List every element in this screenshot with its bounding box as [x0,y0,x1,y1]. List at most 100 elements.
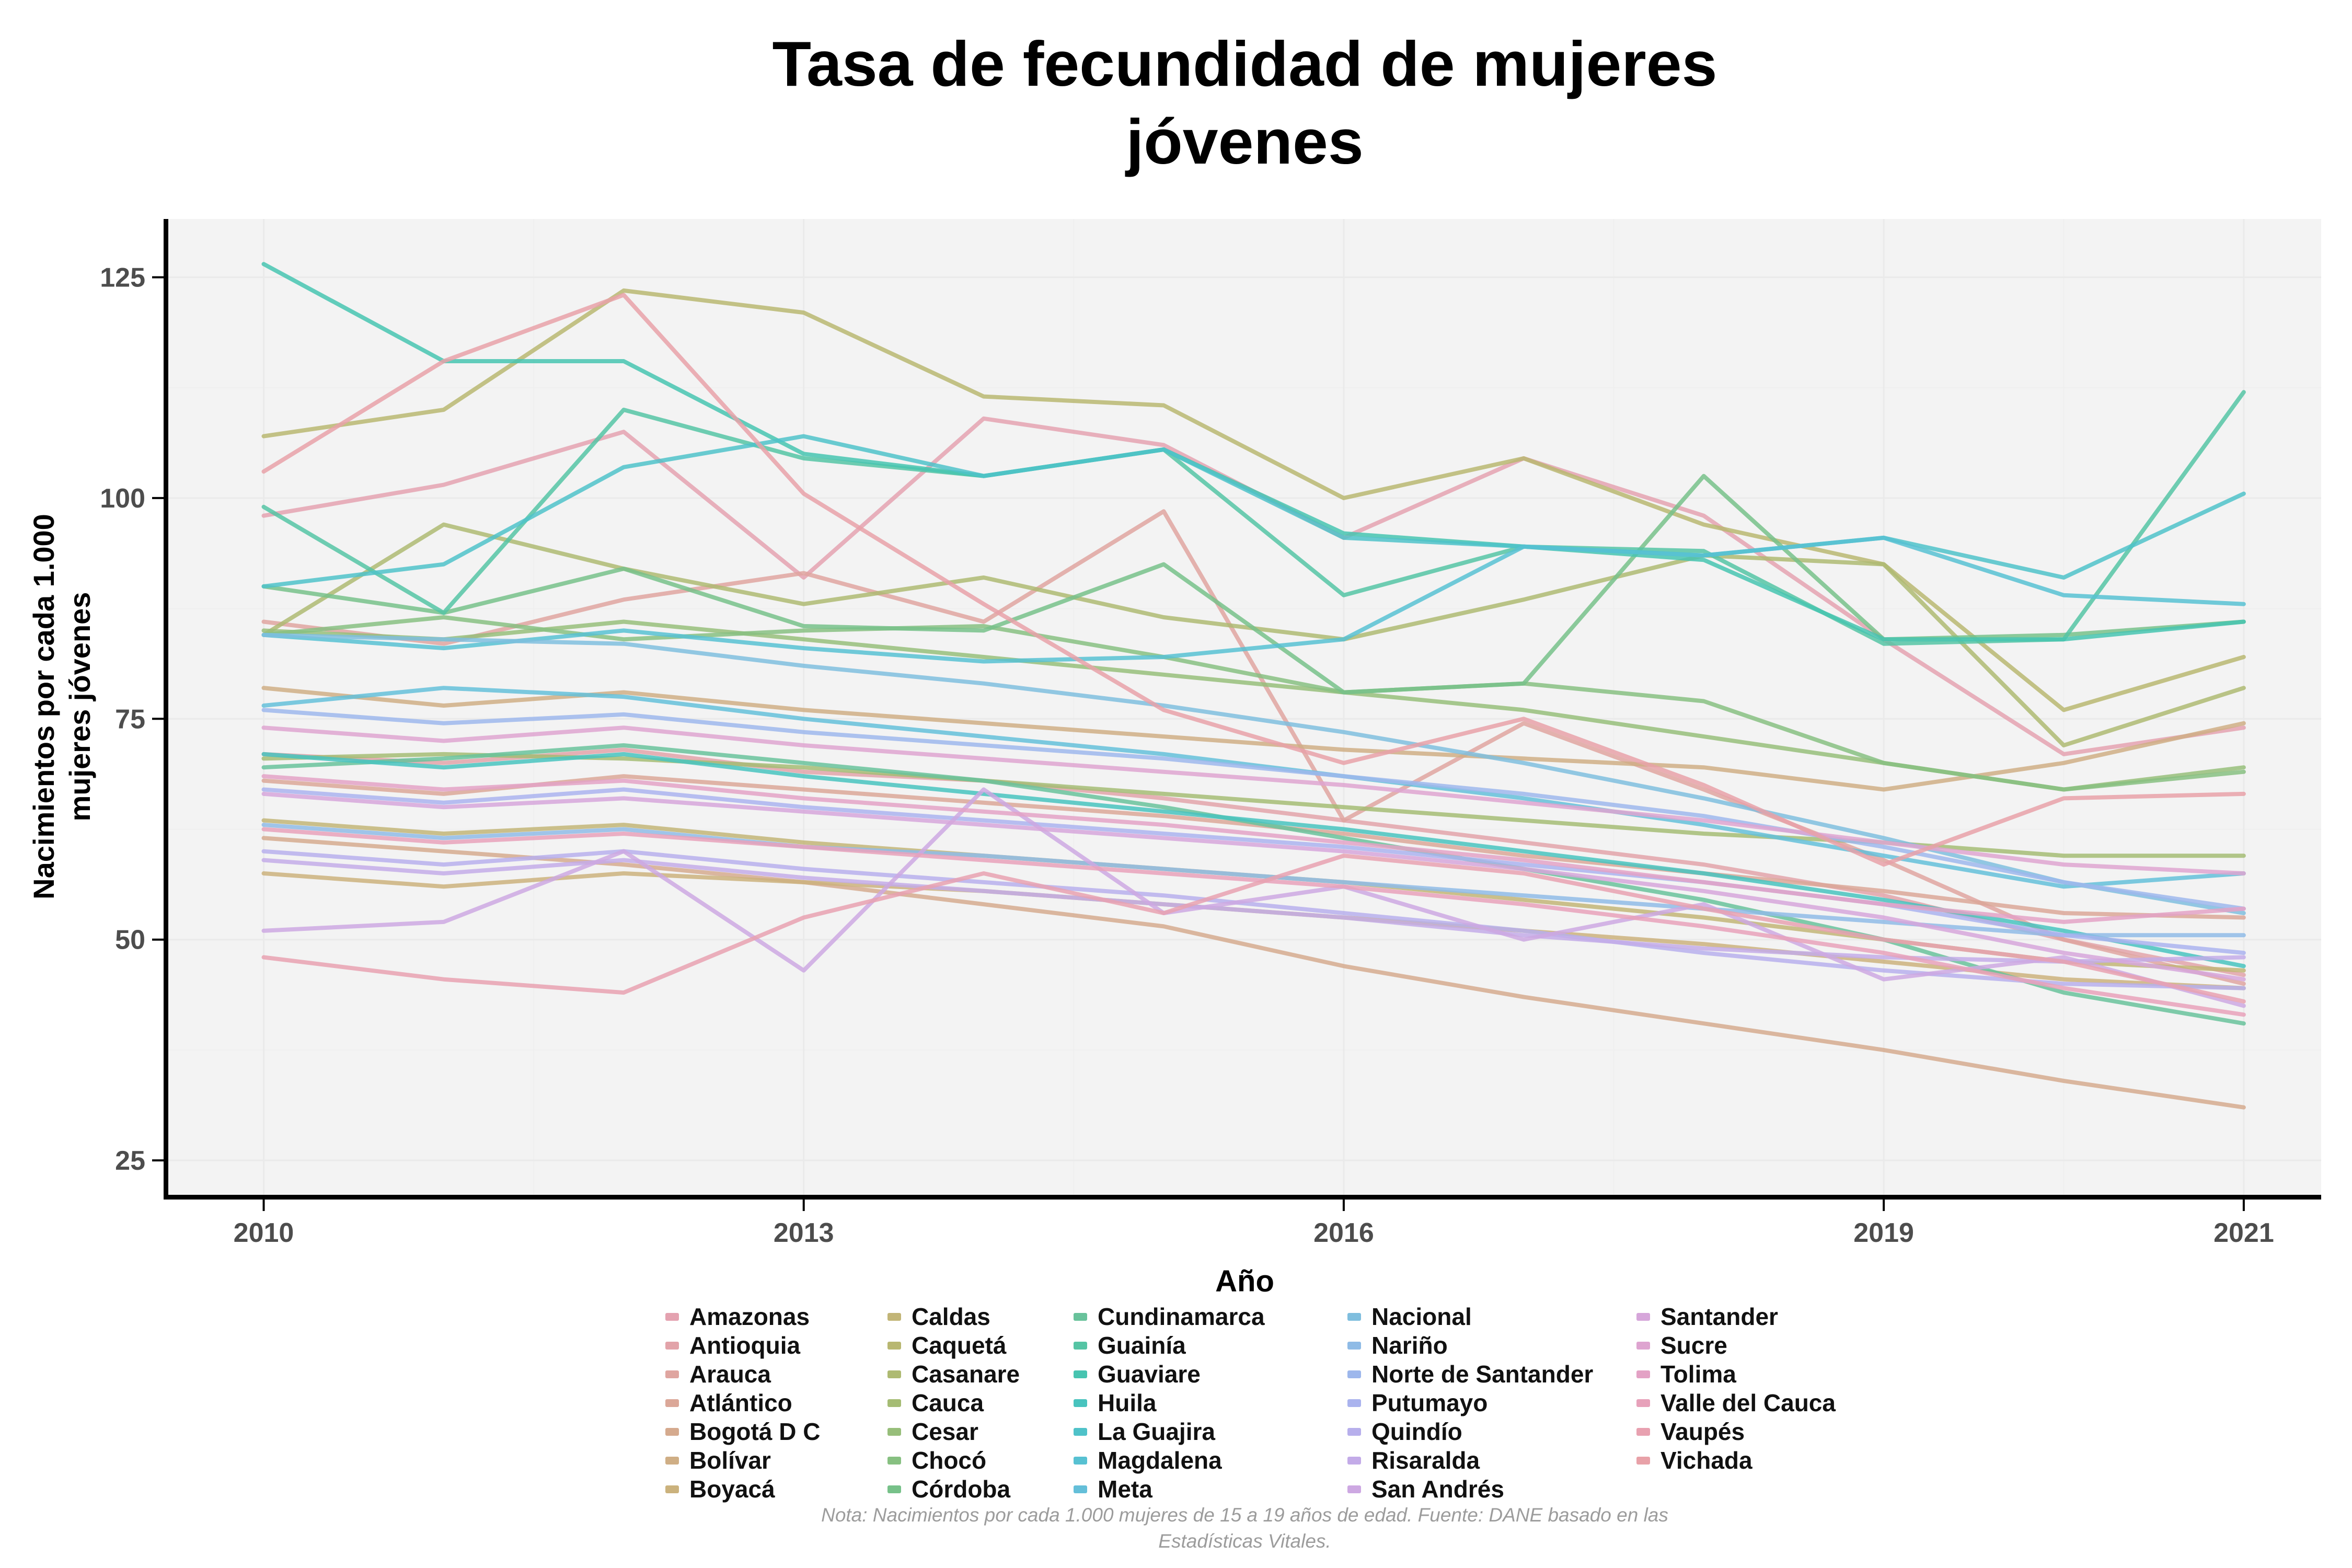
legend-swatch-icon [1347,1370,1361,1378]
x-axis-line [164,1195,2321,1200]
legend-swatch-icon [665,1370,679,1378]
legend-label: Santander [1661,1303,1778,1330]
legend-item: Atlántico [665,1389,820,1417]
line-Meta [261,686,2246,889]
legend-item: Tolima [1636,1360,1836,1389]
legend-item: Arauca [665,1360,820,1389]
line-Magdalena [261,535,2246,664]
legend-label: Arauca [689,1361,771,1388]
legend-column-5: Santander Sucre Tolima Valle del Cauca Vaupé… [1636,1302,1836,1475]
legend-swatch-icon [1074,1370,1087,1378]
legend-label: Vichada [1661,1447,1753,1474]
legend-label: Meta [1098,1475,1152,1503]
legend-item: Nariño [1347,1331,1593,1360]
line-Atlántico [261,774,2246,920]
line-La Guajira [261,434,2246,589]
legend-label: Antioquia [689,1332,801,1359]
line-Putumayo [261,787,2246,955]
legend-item: Boyacá [665,1475,820,1504]
legend-item: Casanare [887,1360,1020,1389]
legend-label: Casanare [912,1361,1020,1388]
y-axis-title-line-1: Nacimientos por cada 1.000 [27,514,60,900]
legend-swatch-icon [1636,1313,1650,1321]
legend-swatch-icon [1347,1457,1361,1465]
legend-label: Córdoba [912,1475,1011,1503]
source-note-wrap: Nota: Nacimientos por cada 1.000 mujeres… [168,1502,2321,1554]
legend-swatch-icon [1347,1428,1361,1436]
legend-item: Putumayo [1347,1389,1593,1417]
legend-label: Vaupés [1661,1418,1745,1445]
legend-swatch-icon [1347,1342,1361,1350]
legend-swatch-icon [665,1485,679,1493]
legend-label: Caldas [912,1303,990,1330]
legend-item: Valle del Cauca [1636,1389,1836,1417]
legend-swatch-icon [665,1428,679,1436]
legend-label: Nariño [1371,1332,1448,1359]
legend-column-2: Caldas Caquetá Casanare Cauca Cesar Chocó Córd… [887,1302,1020,1504]
legend-label: Cesar [912,1418,978,1445]
plot-area: 2010 2013 2016 2019 2021 125 100 75 50 25 [100,219,2321,1248]
plot-panel [168,219,2321,1195]
legend-swatch-icon [1074,1485,1087,1493]
legend-swatch-icon [1347,1485,1361,1493]
legend-item: Cesar [887,1417,1020,1446]
line-Antioquia [261,747,2246,977]
line-Chocó [261,615,2246,792]
legend-swatch-icon [1074,1428,1087,1436]
legend-item: Sucre [1636,1331,1836,1360]
legend-item: Norte de Santander [1347,1360,1593,1389]
legend-swatch-icon [887,1399,901,1407]
line-Guainía [261,390,2246,646]
legend-label: Risaralda [1371,1447,1480,1474]
legend-column-3: Cundinamarca Guainía Guaviare Huila La Guaji… [1074,1302,1265,1504]
legend-item: San Andrés [1347,1475,1593,1504]
x-tick-label: 2010 [234,1218,294,1248]
legend-swatch-icon [1074,1457,1087,1465]
x-tick-label: 2013 [774,1218,834,1248]
legend: Amazonas Antioquia Arauca Atlántico Bogotá D… [665,1302,1920,1512]
legend-label: Chocó [912,1447,987,1474]
legend-swatch-icon [1347,1313,1361,1321]
legend-swatch-icon [1636,1342,1650,1350]
y-tick-label: 25 [115,1146,145,1176]
legend-item: Huila [1074,1389,1265,1417]
legend-item: Guainía [1074,1331,1265,1360]
legend-label: Bogotá D C [689,1418,821,1445]
legend-label: Quindío [1371,1418,1462,1445]
x-tick-label: 2021 [2213,1218,2274,1248]
legend-item: Bolívar [665,1446,820,1475]
legend-swatch-icon [887,1370,901,1378]
legend-swatch-icon [1636,1399,1650,1407]
legend-item: Bogotá D C [665,1417,820,1446]
legend-label: Amazonas [689,1303,810,1330]
legend-item: Guaviare [1074,1360,1265,1389]
legend-item: Cundinamarca [1074,1302,1265,1331]
legend-item: Cauca [887,1389,1020,1417]
line-Santander [261,791,2246,982]
y-tick-label: 50 [115,925,145,955]
legend-column-1: Amazonas Antioquia Arauca Atlántico Bogotá D… [665,1302,820,1504]
legend-item: Caquetá [887,1331,1020,1360]
legend-item: Quindío [1347,1417,1593,1446]
y-axis-line [164,219,168,1200]
legend-label: Sucre [1661,1332,1727,1359]
legend-item: Chocó [887,1446,1020,1475]
legend-swatch-icon [665,1313,679,1321]
legend-swatch-icon [665,1342,679,1350]
legend-swatch-icon [665,1457,679,1465]
legend-item: Vichada [1636,1446,1836,1475]
legend-label: Atlántico [689,1389,792,1416]
legend-label: San Andrés [1371,1475,1504,1503]
legend-item: Nacional [1347,1302,1593,1331]
legend-label: Norte de Santander [1371,1361,1594,1388]
x-tick-label: 2019 [1853,1218,1914,1248]
legend-item: La Guajira [1074,1417,1265,1446]
legend-swatch-icon [887,1342,901,1350]
line-Huila [261,752,2246,969]
legend-label: Caquetá [912,1332,1007,1359]
chart-title: Tasa de fecundidad de mujeres jóvenes [168,25,2321,181]
legend-swatch-icon [1636,1457,1650,1465]
legend-item: Vaupés [1636,1417,1836,1446]
legend-column-4: Nacional Nariño Norte de Santander Putumayo… [1347,1302,1593,1504]
line-Vichada [261,293,2246,867]
